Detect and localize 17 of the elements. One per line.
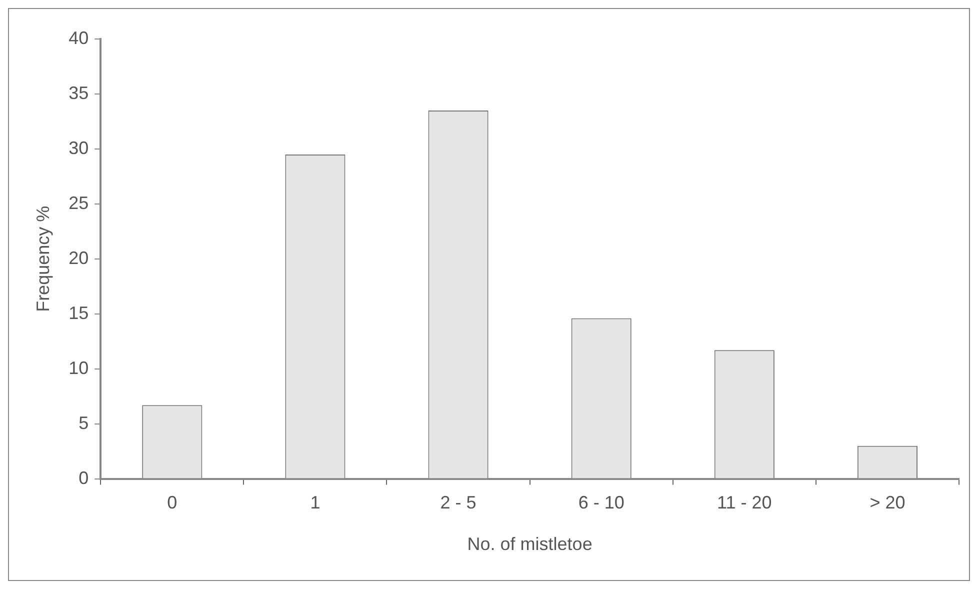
y-tick-label: 25 — [68, 192, 89, 213]
y-tick-label: 40 — [68, 28, 89, 48]
x-tick-label: 11 - 20 — [717, 492, 772, 513]
y-tick-label: 35 — [68, 82, 89, 103]
y-tick-label: 20 — [68, 248, 89, 268]
x-axis-title: No. of mistletoe — [467, 534, 592, 554]
y-axis-title: Frequency % — [32, 206, 53, 312]
x-tick-label: 1 — [310, 492, 320, 513]
y-tick-label: 5 — [78, 412, 89, 433]
x-tick-label: 6 - 10 — [578, 492, 624, 513]
x-tick-label: > 20 — [870, 492, 906, 513]
x-tick-label: 0 — [167, 492, 178, 513]
y-tick-label: 30 — [68, 138, 89, 158]
y-tick-label: 15 — [68, 302, 89, 323]
y-tick-label: 0 — [78, 468, 89, 488]
x-tick-label: 2 - 5 — [440, 492, 476, 513]
y-tick-label: 10 — [68, 358, 89, 378]
